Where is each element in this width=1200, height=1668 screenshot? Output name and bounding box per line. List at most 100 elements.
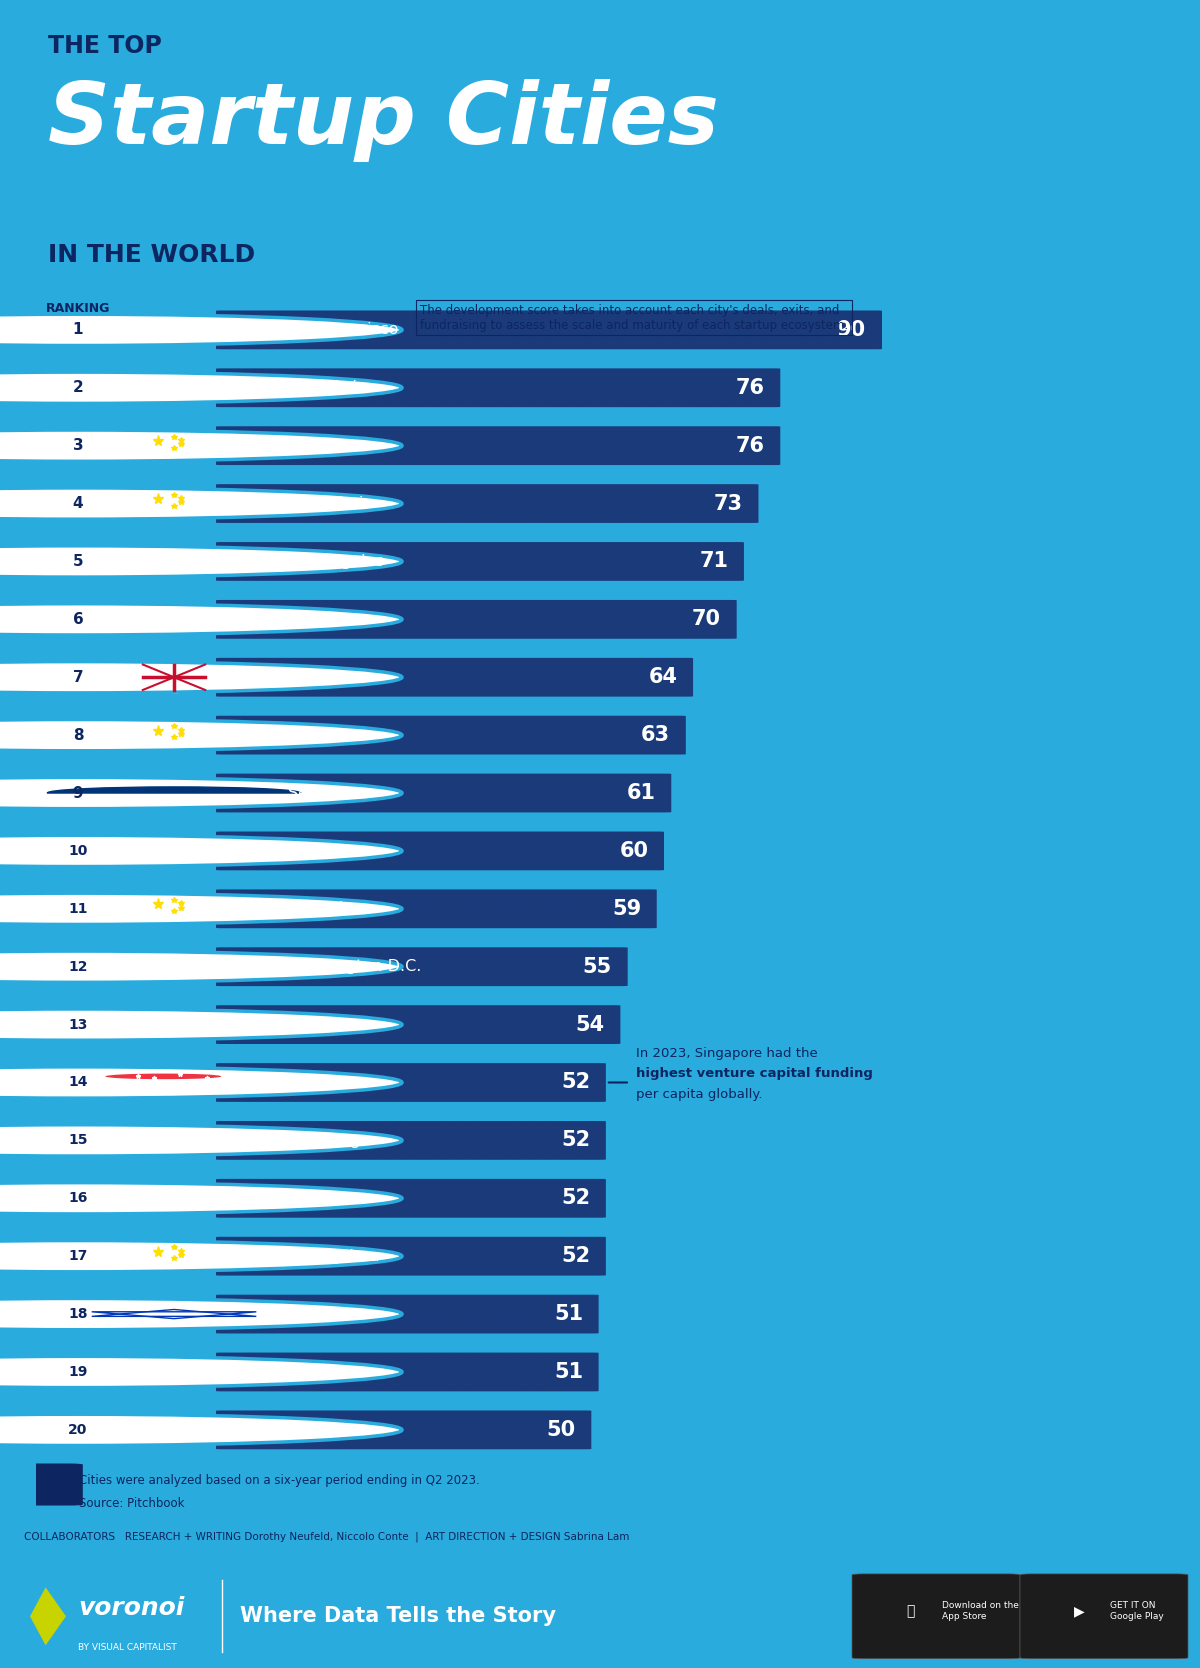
- Circle shape: [0, 1356, 402, 1388]
- Text: per capita globally.: per capita globally.: [636, 1088, 762, 1101]
- Circle shape: [0, 430, 402, 462]
- Bar: [143, 390, 205, 394]
- Bar: [143, 379, 205, 382]
- Bar: [143, 614, 205, 617]
- Text: 55: 55: [583, 957, 612, 977]
- Circle shape: [0, 951, 402, 982]
- Text: BY VISUAL CAPITALIST: BY VISUAL CAPITALIST: [78, 1643, 176, 1651]
- Bar: [143, 375, 168, 390]
- Bar: [143, 722, 205, 747]
- Text: Seattle: Seattle: [288, 1017, 344, 1032]
- Bar: [143, 1374, 205, 1378]
- Circle shape: [0, 489, 402, 519]
- Bar: [143, 629, 205, 632]
- Circle shape: [0, 604, 402, 636]
- FancyBboxPatch shape: [216, 310, 882, 349]
- Bar: [143, 564, 205, 567]
- Bar: [143, 555, 205, 560]
- Text: 51: 51: [554, 1363, 583, 1383]
- Circle shape: [0, 1009, 402, 1041]
- Bar: [143, 570, 205, 574]
- Bar: [143, 896, 205, 921]
- Circle shape: [0, 1124, 402, 1156]
- Text: 20: 20: [68, 1423, 88, 1436]
- Text: Hangzhou: Hangzhou: [288, 901, 370, 916]
- Text: ▶: ▶: [1074, 1605, 1085, 1618]
- FancyBboxPatch shape: [216, 1294, 599, 1333]
- Text: 9: 9: [73, 786, 83, 801]
- FancyBboxPatch shape: [216, 1179, 606, 1218]
- FancyBboxPatch shape: [216, 716, 686, 754]
- Bar: [143, 839, 205, 864]
- Bar: [143, 339, 205, 342]
- FancyBboxPatch shape: [216, 774, 671, 812]
- Bar: [143, 329, 205, 332]
- Text: Guangzhou: Guangzhou: [288, 1249, 379, 1264]
- Text: 60: 60: [619, 841, 648, 861]
- Bar: [143, 1204, 205, 1208]
- Polygon shape: [30, 1588, 66, 1645]
- Text: IN THE WORLD: IN THE WORLD: [48, 242, 256, 267]
- Text: 1: 1: [73, 322, 83, 337]
- Circle shape: [37, 844, 311, 857]
- Text: 13: 13: [68, 1017, 88, 1031]
- Text: The development score takes into account each city's deals, exits, and
fundraisi: The development score takes into account…: [420, 304, 848, 332]
- Circle shape: [0, 662, 402, 692]
- Bar: [143, 385, 205, 390]
- Text: 76: 76: [736, 377, 764, 397]
- Bar: [143, 552, 205, 555]
- Text: 4: 4: [73, 495, 83, 510]
- Circle shape: [0, 1068, 402, 1098]
- Bar: [143, 626, 205, 629]
- Text: 52: 52: [562, 1246, 590, 1266]
- Circle shape: [106, 1074, 222, 1079]
- Text: 6: 6: [73, 612, 83, 627]
- Text: 64: 64: [648, 667, 678, 687]
- Bar: [143, 954, 205, 957]
- FancyBboxPatch shape: [216, 427, 780, 465]
- Text: 63: 63: [641, 726, 671, 746]
- Bar: [143, 1243, 205, 1269]
- Text: Source: Pitchbook: Source: Pitchbook: [79, 1498, 185, 1510]
- Bar: [143, 976, 205, 979]
- FancyBboxPatch shape: [216, 1236, 606, 1276]
- Text: 8: 8: [73, 727, 83, 742]
- FancyBboxPatch shape: [216, 1006, 620, 1044]
- Text: London: London: [288, 671, 347, 686]
- Text: Denver: Denver: [288, 1364, 347, 1379]
- Text: New York: New York: [288, 380, 361, 395]
- Text: 10: 10: [68, 844, 88, 857]
- FancyBboxPatch shape: [22, 1463, 83, 1506]
- FancyBboxPatch shape: [216, 657, 694, 697]
- Bar: [143, 1199, 205, 1204]
- Bar: [143, 375, 205, 379]
- Text: 15: 15: [68, 1133, 88, 1148]
- Bar: [143, 1369, 205, 1374]
- Bar: [143, 1134, 205, 1139]
- Bar: [143, 1426, 205, 1434]
- Bar: [143, 549, 205, 552]
- Bar: [143, 972, 205, 976]
- Bar: [143, 1022, 205, 1026]
- Text: Beijing: Beijing: [288, 439, 343, 454]
- Text: Where Data Tells the Story: Where Data Tells the Story: [240, 1606, 556, 1626]
- Circle shape: [0, 1241, 402, 1271]
- Bar: [143, 1143, 205, 1146]
- Bar: [143, 490, 205, 517]
- Text: In 2023, Singapore had the: In 2023, Singapore had the: [636, 1048, 817, 1061]
- Bar: [143, 1012, 168, 1026]
- Circle shape: [0, 892, 402, 924]
- Text: 2: 2: [73, 380, 83, 395]
- Bar: [143, 607, 168, 620]
- Text: 🍎: 🍎: [906, 1605, 914, 1618]
- Bar: [143, 1366, 205, 1369]
- Text: 70: 70: [692, 609, 721, 629]
- Text: 50: 50: [547, 1419, 576, 1439]
- Bar: [143, 1321, 205, 1324]
- Bar: [143, 1034, 205, 1037]
- Bar: [143, 382, 205, 385]
- Bar: [143, 1378, 205, 1381]
- Bar: [143, 957, 205, 961]
- Bar: [143, 394, 205, 397]
- Bar: [143, 317, 168, 332]
